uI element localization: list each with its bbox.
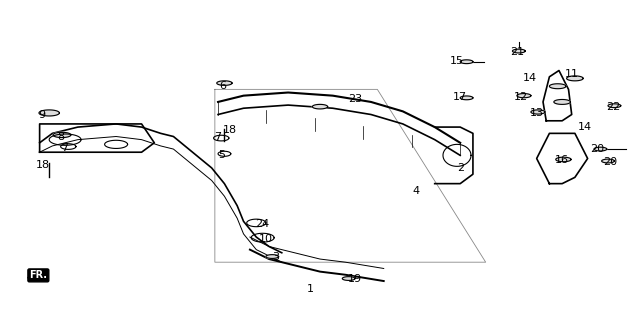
- Text: 4: 4: [412, 186, 419, 197]
- Text: 2: 2: [456, 163, 464, 173]
- Text: 19: 19: [348, 275, 362, 284]
- Text: FR.: FR.: [29, 270, 47, 281]
- Text: 18: 18: [223, 125, 237, 135]
- Text: 6: 6: [220, 81, 227, 91]
- Polygon shape: [517, 94, 531, 98]
- Text: 14: 14: [577, 122, 591, 132]
- Text: 15: 15: [450, 56, 464, 66]
- Polygon shape: [460, 96, 473, 100]
- Text: 3: 3: [272, 252, 279, 262]
- Text: 11: 11: [564, 69, 579, 79]
- Text: 12: 12: [514, 92, 528, 102]
- Text: 1: 1: [307, 284, 314, 294]
- Polygon shape: [266, 255, 278, 258]
- Polygon shape: [513, 49, 525, 53]
- Polygon shape: [554, 100, 570, 104]
- Text: 20: 20: [590, 144, 604, 154]
- Text: 5: 5: [218, 150, 225, 160]
- Polygon shape: [53, 132, 71, 138]
- Polygon shape: [39, 110, 60, 116]
- Text: 24: 24: [255, 219, 270, 230]
- Text: 13: 13: [530, 108, 543, 118]
- Polygon shape: [594, 147, 607, 151]
- Polygon shape: [312, 104, 328, 109]
- Text: 9: 9: [38, 109, 45, 120]
- Text: 7: 7: [214, 132, 221, 141]
- Polygon shape: [460, 60, 473, 64]
- Polygon shape: [608, 104, 621, 107]
- Text: 7: 7: [61, 143, 68, 152]
- Text: 10: 10: [259, 234, 273, 244]
- Text: 18: 18: [36, 160, 50, 170]
- Polygon shape: [566, 76, 583, 81]
- Text: 22: 22: [606, 102, 620, 112]
- Polygon shape: [602, 159, 614, 163]
- Text: 16: 16: [555, 155, 569, 165]
- Text: 23: 23: [348, 94, 362, 104]
- Text: 14: 14: [524, 73, 538, 83]
- Polygon shape: [531, 110, 545, 114]
- Polygon shape: [217, 81, 232, 85]
- Text: 20: 20: [603, 157, 617, 167]
- Text: 21: 21: [511, 47, 525, 57]
- Polygon shape: [556, 157, 571, 162]
- Polygon shape: [549, 84, 566, 89]
- Polygon shape: [342, 277, 355, 281]
- Text: 17: 17: [453, 92, 467, 102]
- Text: 8: 8: [57, 132, 64, 141]
